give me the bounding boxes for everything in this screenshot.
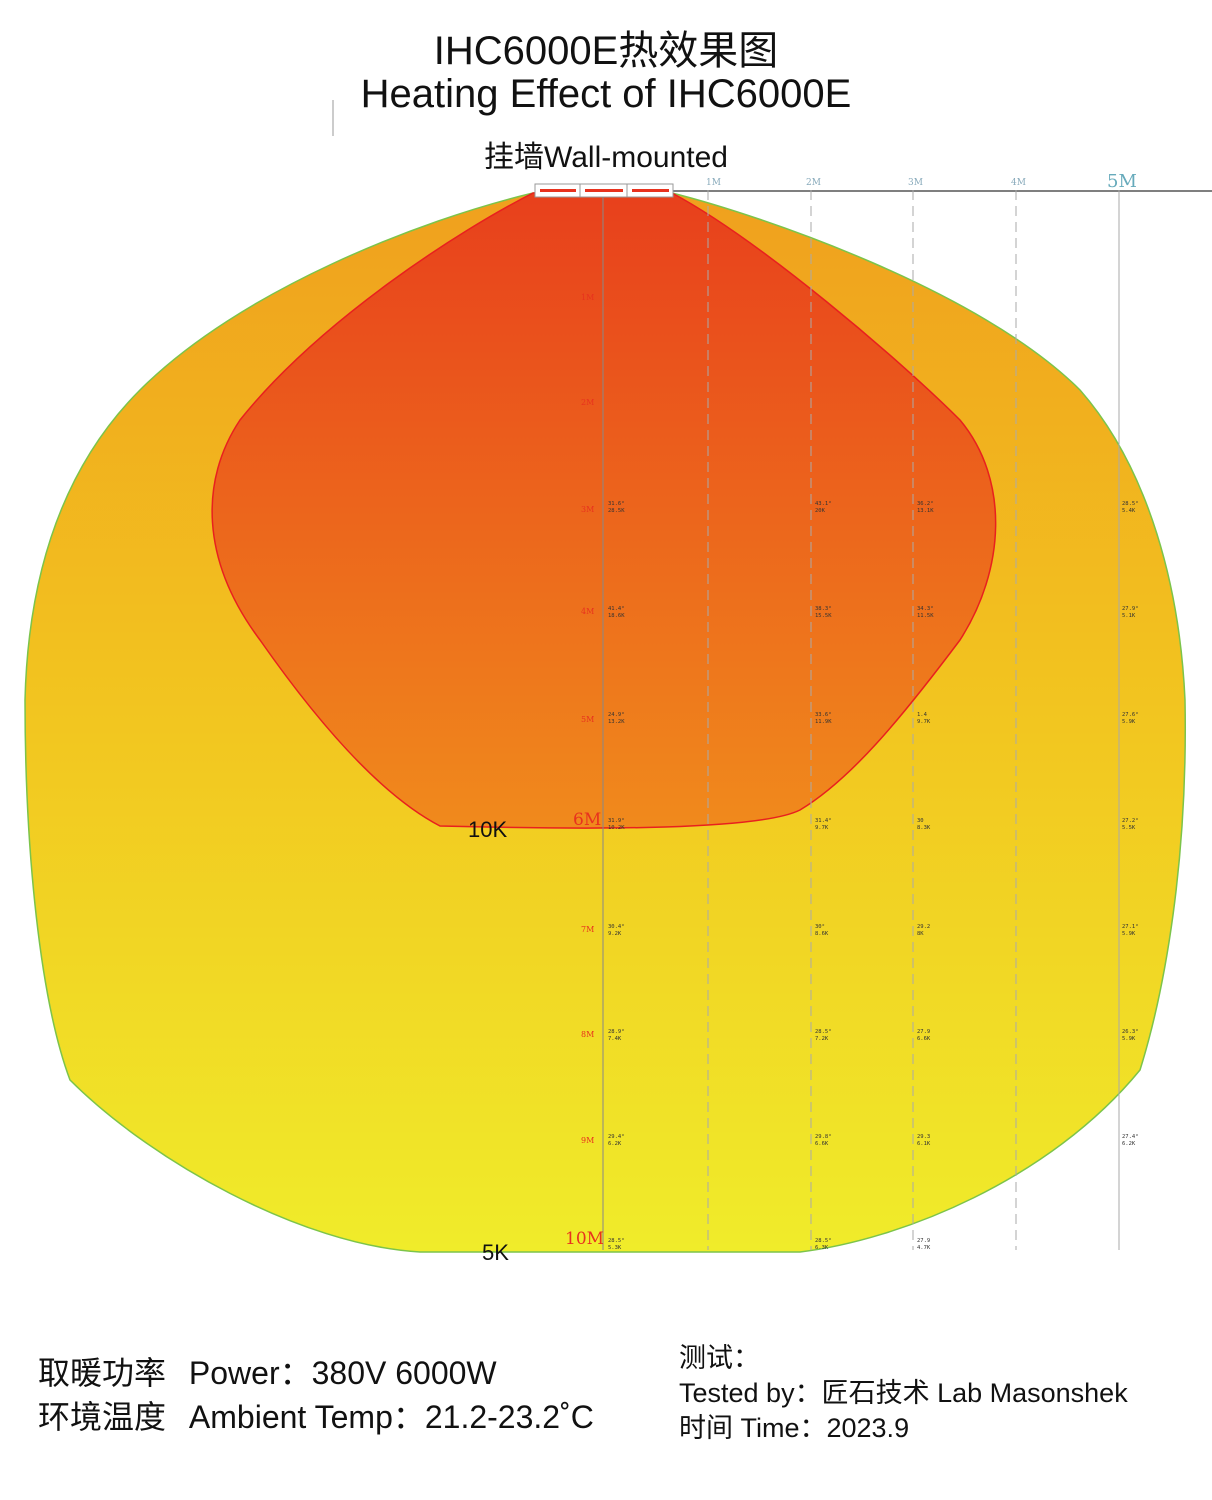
temperature-value: 27.2° [1122, 818, 1139, 824]
power-value: Power：380V 6000W [188, 1355, 497, 1391]
row-labels: 1M 2M 3M 4M 5M 6M 7M 8M 9M 10M [565, 293, 604, 1249]
irradiance-value: 4.7K [917, 1245, 931, 1251]
temperature-value: 33.6° [815, 712, 832, 718]
tested-label: 测试： [679, 1343, 760, 1373]
temperature-value: 26.3° [1122, 1029, 1139, 1035]
irradiance-value: 9.7K [815, 825, 829, 831]
irradiance-value: 10.2K [608, 825, 625, 831]
temperature-value: 29.8° [815, 1134, 832, 1140]
temperature-value: 31.6° [608, 501, 625, 507]
irradiance-value: 9.7K [917, 719, 931, 725]
row-label: 8M [581, 1030, 594, 1039]
irradiance-value: 6.3K [815, 1245, 829, 1251]
zone-label-10k: 10K [468, 817, 507, 842]
row-label: 1M [581, 293, 594, 302]
irradiance-value: 11.5K [917, 613, 934, 619]
temperature-value: 27.4° [1122, 1134, 1139, 1140]
row-label-10m: 10M [565, 1229, 604, 1249]
temp-label-zh: 环境温度 [38, 1399, 167, 1435]
irradiance-value: 15.5K [815, 613, 832, 619]
row-label: 9M [581, 1136, 594, 1145]
irradiance-value: 5.3K [608, 1245, 622, 1251]
temperature-value: 28.5° [815, 1029, 832, 1035]
measurement-values: 31.6°28.5K43.1°20K36.2°13.1K28.5°5.4K41.… [608, 501, 1139, 1251]
heating-diagram: 1M 2M 3M 4M 5M 1M 2M 3M 4M 5M 6M 7M 8M 9… [24, 100, 1212, 1265]
irradiance-value: 13.1K [917, 508, 934, 514]
temperature-value: 1.4 [917, 712, 928, 718]
irradiance-value: 28.5K [608, 508, 625, 514]
temp-value: Ambient Temp：21.2-23.2˚C [188, 1399, 594, 1435]
temperature-value: 29.2 [917, 924, 930, 930]
temperature-value: 41.4° [608, 606, 625, 612]
temperature-value: 24.9° [608, 712, 625, 718]
irradiance-value: 6.6K [917, 1036, 931, 1042]
row-label: 4M [581, 607, 594, 616]
temperature-value: 27.9 [917, 1029, 930, 1035]
mount-subtitle: 挂墙Wall-mounted [484, 141, 728, 174]
irradiance-value: 9.2K [608, 931, 622, 937]
irradiance-value: 6.1K [917, 1141, 931, 1147]
temperature-value: 30° [815, 924, 825, 930]
temperature-value: 28.5° [608, 1238, 625, 1244]
temperature-value: 28.5° [1122, 501, 1139, 507]
ambient-temp-line: 环境温度 Ambient Temp：21.2-23.2˚C [38, 1392, 594, 1438]
irradiance-value: 8K [917, 931, 924, 937]
grid-lines [602, 190, 1120, 1250]
column-label: 3M [908, 178, 923, 188]
temperature-value: 30.4° [608, 924, 625, 930]
row-label: 2M [581, 398, 594, 407]
irradiance-value: 5.5K [1122, 825, 1136, 831]
temperature-value: 27.9 [917, 1238, 930, 1244]
irradiance-value: 5.1K [1122, 613, 1136, 619]
temperature-value: 28.5° [815, 1238, 832, 1244]
column-label: 1M [706, 178, 721, 188]
irradiance-value: 5.4K [1122, 508, 1136, 514]
irradiance-value: 6.2K [1122, 1141, 1136, 1147]
temperature-value: 30 [917, 818, 924, 824]
row-label: 3M [581, 505, 594, 514]
temperature-value: 29.4° [608, 1134, 625, 1140]
temperature-value: 29.3 [917, 1134, 930, 1140]
irradiance-value: 6.6K [815, 1141, 829, 1147]
irradiance-value: 5.9K [1122, 931, 1136, 937]
irradiance-value: 5.9K [1122, 1036, 1136, 1042]
irradiance-value: 8.6K [815, 931, 829, 937]
column-label-5m: 5M [1107, 171, 1137, 192]
title-chinese: IHC6000E热效果图 [433, 29, 779, 73]
irradiance-value: 18.6K [608, 613, 625, 619]
column-label: 4M [1011, 178, 1026, 188]
test-time: 时间 Time：2023.9 [679, 1413, 910, 1443]
temperature-value: 34.3° [917, 606, 934, 612]
temperature-value: 31.4° [815, 818, 832, 824]
irradiance-value: 5.9K [1122, 719, 1136, 725]
column-labels: 1M 2M 3M 4M 5M [706, 171, 1137, 192]
row-label: 5M [581, 715, 594, 724]
column-label: 2M [806, 178, 821, 188]
temperature-value: 27.9° [1122, 606, 1139, 612]
irradiance-value: 13.2K [608, 719, 625, 725]
row-label: 7M [581, 925, 594, 934]
irradiance-value: 11.9K [815, 719, 832, 725]
irradiance-value: 6.2K [608, 1141, 622, 1147]
irradiance-value: 7.2K [815, 1036, 829, 1042]
irradiance-value: 7.4K [608, 1036, 622, 1042]
irradiance-value: 20K [815, 508, 826, 514]
temperature-value: 27.1° [1122, 924, 1139, 930]
irradiance-value: 8.3K [917, 825, 931, 831]
inner-heat-zone-10k [211, 192, 997, 829]
power-line: 取暖功率 Power：380V 6000W [38, 1348, 497, 1394]
tested-by: Tested by：匠石技术 Lab Masonshek [679, 1378, 1128, 1408]
heater-unit [534, 183, 674, 198]
temperature-value: 38.3° [815, 606, 832, 612]
zone-label-5k: 5K [482, 1240, 509, 1265]
temperature-value: 31.9° [608, 818, 625, 824]
temperature-value: 27.6° [1122, 712, 1139, 718]
temperature-value: 28.9° [608, 1029, 625, 1035]
temperature-value: 43.1° [815, 501, 832, 507]
power-label-zh: 取暖功率 [38, 1355, 167, 1391]
row-label-6m: 6M [573, 810, 601, 830]
title-english: Heating Effect of IHC6000E [360, 72, 852, 116]
temperature-value: 36.2° [917, 501, 934, 507]
